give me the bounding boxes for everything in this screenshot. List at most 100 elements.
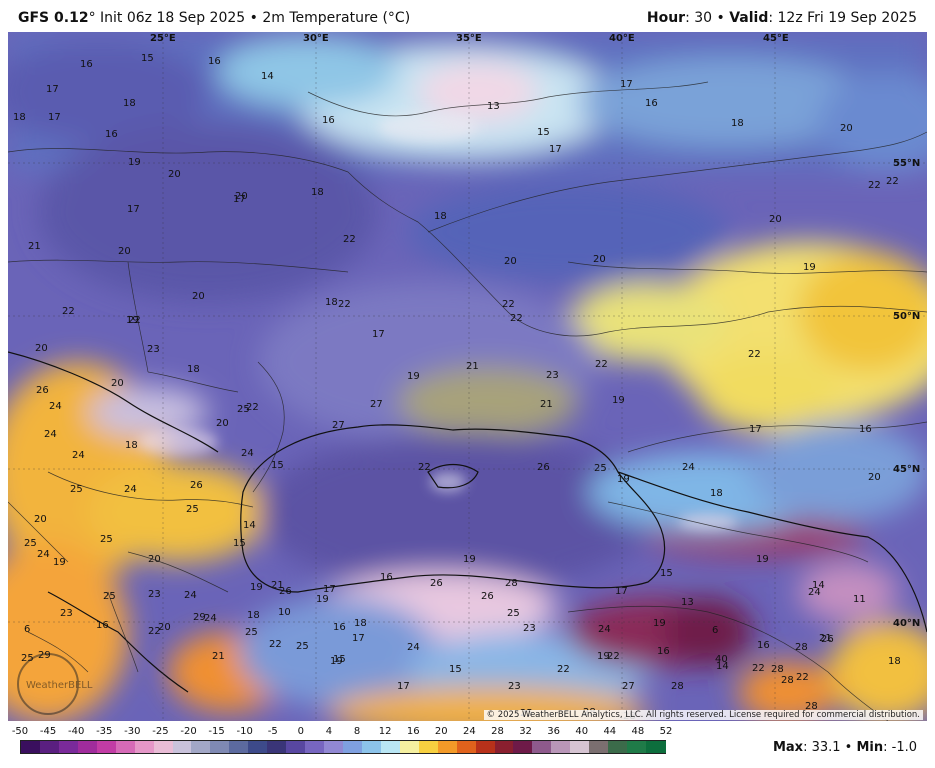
map-header: GFS 0.12° Init 06z 18 Sep 2025 • 2m Temp… [0,0,935,32]
legend-tick-label: -30 [124,726,141,737]
legend-color-swatch [475,741,496,753]
temperature-value: 22 [607,651,620,662]
temperature-value: 17 [46,84,59,95]
valid-time-info: Hour: 30 • Valid: 12z Fri 19 Sep 2025 [647,10,917,26]
temperature-value: 15 [449,664,462,675]
legend-tick-label: 0 [297,726,305,737]
temperature-value: 18 [710,488,723,499]
temperature-value: 25 [507,608,520,619]
legend-color-swatch [494,741,515,753]
legend-color-swatch [324,741,344,753]
temperature-value: 24 [49,401,62,412]
temperature-value: 16 [380,572,393,583]
temperature-value: 13 [487,101,500,112]
init-text: ° Init 06z 18 Sep 2025 • 2m Temperature … [88,10,411,26]
temperature-value: 24 [72,450,85,461]
temperature-value: 26 [190,480,203,491]
valid-label: Valid [729,10,769,26]
legend-color-swatch [77,741,98,753]
temperature-value: 18 [354,618,367,629]
temperature-value: 19 [53,557,66,568]
temperature-value: 18 [311,187,324,198]
temperature-value: 22 [62,306,75,317]
legend-color-swatch [115,741,136,753]
min-value: : -1.0 [883,740,917,755]
temperature-value: 40 [715,654,728,665]
legend-color-swatch [532,741,552,753]
temperature-value: 25 [21,653,34,664]
temperature-value: 24 [184,590,197,601]
temperature-value: 10 [278,607,291,618]
temperature-value: 19 [617,474,630,485]
temperature-value: 16 [96,620,109,631]
temperature-value: 19 [330,656,343,667]
temperature-value: 24 [241,448,254,459]
temperature-value: 17 [127,204,140,215]
temperature-value: 25 [70,484,83,495]
temperature-value: 17 [372,329,385,340]
temperature-value: 29 [38,650,51,661]
temperature-value: 28 [805,701,818,712]
color-legend: -50 -45 -40 -35 -30 -25 -20 -15 -10 -5 0 4 8 12 16 20 24… [12,726,673,756]
temperature-value: 21 [819,633,832,644]
temperature-value: 6 [712,625,718,636]
temperature-value: 26 [481,591,494,602]
temperature-value: 16 [322,115,335,126]
legend-color-swatch [570,741,590,753]
temperature-value: 23 [523,623,536,634]
temperature-value: 22 [246,402,259,413]
valid-value: : 12z Fri 19 Sep 2025 [768,10,917,26]
temperature-value: 20 [158,622,171,633]
temperature-value: 21 [271,580,284,591]
legend-tick-label: -50 [11,726,29,737]
watermark-text: WeatherBELL [26,680,93,691]
legend-color-swatch [21,741,41,753]
temperature-value: 16 [80,59,93,70]
temperature-value: 15 [660,568,673,579]
temperature-value: 17 [48,112,61,123]
temperature-value: 14 [812,580,825,591]
temperature-value: 20 [216,418,229,429]
temperature-value: 21 [28,241,41,252]
temperature-value: 19 [407,371,420,382]
temperature-value: 15 [141,53,154,64]
temperature-value: 17 [397,681,410,692]
temperature-value: 26 [279,586,292,597]
legend-color-swatch [172,741,193,753]
temperature-value: 21 [466,361,479,372]
temperature-value: 16 [208,56,221,67]
temperature-value: 22 [886,176,899,187]
temperature-value: 28 [671,681,684,692]
max-label: Max [772,740,804,755]
legend-color-swatch [513,741,533,753]
temperature-value: 19 [316,594,329,605]
model-name: GFS 0.12 [18,10,89,26]
legend-tick-label: 40 [575,726,589,737]
temperature-value: 18 [731,118,744,129]
legend-tick-label: 4 [325,726,333,737]
temperature-value: 22 [796,672,809,683]
legend-color-swatch [286,741,306,753]
temperature-value: 25 [103,591,116,602]
temperature-value: 19 [463,554,476,565]
temperature-value: 19 [126,315,139,326]
temperature-value: 22 [595,359,608,370]
temperature-value: 26 [821,634,834,645]
temperature-value: 22 [502,299,515,310]
legend-color-swatch [343,741,363,753]
legend-color-swatch [361,741,382,753]
temperature-value: 24 [682,462,695,473]
temperature-value: 28 [771,664,784,675]
temperature-value: 15 [537,127,550,138]
temperature-map[interactable]: 25°E 30°E 35°E 40°E 45°E 55°N 50°N 45°N 40°N 16… [8,32,927,721]
temperature-value: 18 [888,656,901,667]
temperature-value: 15 [233,538,246,549]
legend-color-swatch [456,741,477,753]
legend-color-swatch [646,741,666,753]
temperature-value: 24 [808,587,821,598]
temperature-value: 21 [212,651,225,662]
temperature-value: 23 [60,608,73,619]
legend-tick-label: 52 [659,726,673,737]
legend-labels: -50 -45 -40 -35 -30 -25 -20 -15 -10 -5 0 4 8 12 16 20 24… [12,726,673,739]
temperature-value: 24 [37,549,50,560]
